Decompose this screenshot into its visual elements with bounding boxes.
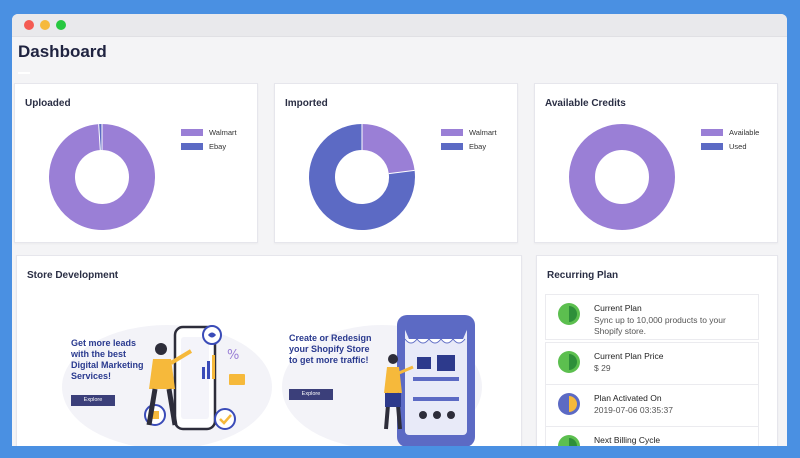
available-swatch: [701, 128, 723, 136]
plan-item-label: Plan Activated On: [594, 393, 662, 403]
imported-donut-chart: [309, 124, 415, 230]
donut-slice-walmart[interactable]: [49, 124, 155, 230]
legend-label: Used: [729, 141, 747, 151]
legend-item-used[interactable]: Used: [701, 139, 759, 153]
shopify-store-illustration: [282, 315, 482, 446]
legend-item-walmart[interactable]: Walmart: [181, 125, 237, 139]
slice-separator: [98, 124, 101, 151]
credits-card-title: Available Credits: [545, 98, 626, 109]
plan-price-icon: [558, 351, 580, 373]
slice-separator: [388, 169, 415, 175]
imported-card: Imported Walmart Ebay: [274, 83, 518, 243]
store-development-card: Store Development % Get more leads with …: [16, 255, 522, 446]
legend-item-ebay[interactable]: Ebay: [181, 139, 237, 153]
plan-item-value: 2019-07-06 03:35:37: [594, 405, 673, 415]
walmart-swatch: [441, 128, 463, 136]
legend-item-walmart[interactable]: Walmart: [441, 125, 497, 139]
legend-label: Walmart: [209, 127, 237, 137]
promo-line: Services!: [71, 371, 112, 381]
donut-slice-available[interactable]: [569, 124, 675, 230]
plan-item-plan-activated-on: Plan Activated On 2019-07-06 03:35:37: [545, 384, 759, 430]
promo-line: Create or Redesign: [289, 333, 372, 343]
promo-digital-marketing-text: Get more leads with the best Digital Mar…: [71, 338, 144, 382]
promo-line: Digital Marketing: [71, 360, 144, 370]
store-development-title: Store Development: [27, 270, 119, 281]
minimize-window-button[interactable]: [40, 20, 50, 30]
close-window-button[interactable]: [24, 20, 34, 30]
legend-label: Ebay: [209, 141, 227, 151]
maximize-window-button[interactable]: [56, 20, 66, 30]
plan-item-next-billing-cycle: Next Billing Cycle: [545, 426, 759, 446]
plan-item-label: Next Billing Cycle: [594, 435, 661, 445]
plan-item-label: Current Plan Price: [594, 351, 664, 361]
explore-shopify-store-button[interactable]: Explore: [289, 389, 333, 400]
credits-legend: Available Used: [701, 125, 759, 153]
plan-item-current-plan: Current Plan Sync up to 10,000 products …: [545, 294, 759, 340]
uploaded-card: Uploaded Walmart Ebay: [14, 83, 258, 243]
plan-item-value: $ 29: [594, 363, 611, 373]
promo-shopify-store-text: Create or Redesign your Shopify Store to…: [289, 333, 372, 366]
digital-marketing-illustration: %: [62, 325, 272, 446]
recurring-plan-card: Recurring Plan Current Plan Sync up to 1…: [536, 255, 778, 446]
ebay-swatch: [441, 142, 463, 150]
uploaded-donut-chart: [49, 124, 155, 230]
svg-text:%: %: [227, 348, 239, 363]
ebay-swatch: [181, 142, 203, 150]
legend-label: Ebay: [469, 141, 487, 151]
legend-label: Walmart: [469, 127, 497, 137]
explore-digital-marketing-button[interactable]: Explore: [71, 395, 115, 406]
imported-card-title: Imported: [285, 98, 328, 109]
plan-item-current-plan-price: Current Plan Price $ 29: [545, 342, 759, 388]
page-title: Dashboard: [18, 42, 107, 61]
uploaded-legend: Walmart Ebay: [181, 125, 237, 153]
title-underline: [18, 72, 30, 74]
legend-item-available[interactable]: Available: [701, 125, 759, 139]
legend-label: Available: [729, 127, 760, 137]
credits-card: Available Credits Available Used: [534, 83, 778, 243]
promo-line: Get more leads: [71, 338, 137, 348]
uploaded-card-title: Uploaded: [25, 98, 71, 109]
promo-line: with the best: [71, 349, 127, 359]
used-swatch: [701, 142, 723, 150]
plan-item-label: Current Plan: [594, 303, 642, 313]
legend-item-ebay[interactable]: Ebay: [441, 139, 497, 153]
app-window: Dashboard Uploaded Walmart Ebay Imported…: [12, 14, 787, 446]
walmart-swatch: [181, 128, 203, 136]
calendar-icon: [558, 393, 580, 415]
plan-status-icon: [558, 303, 580, 325]
donut-slice-walmart[interactable]: [361, 124, 415, 175]
imported-legend: Walmart Ebay: [441, 125, 497, 153]
promo-line: your Shopify Store: [289, 344, 370, 354]
title-bar: [12, 14, 787, 37]
donut-slice-ebay[interactable]: [309, 124, 415, 230]
billing-cycle-icon: [558, 435, 580, 446]
plan-item-value: Sync up to 10,000 products to your Shopi…: [594, 315, 726, 336]
credits-donut-chart: [569, 124, 675, 230]
recurring-plan-title: Recurring Plan: [547, 270, 619, 281]
promo-line: to get more traffic!: [289, 355, 369, 365]
